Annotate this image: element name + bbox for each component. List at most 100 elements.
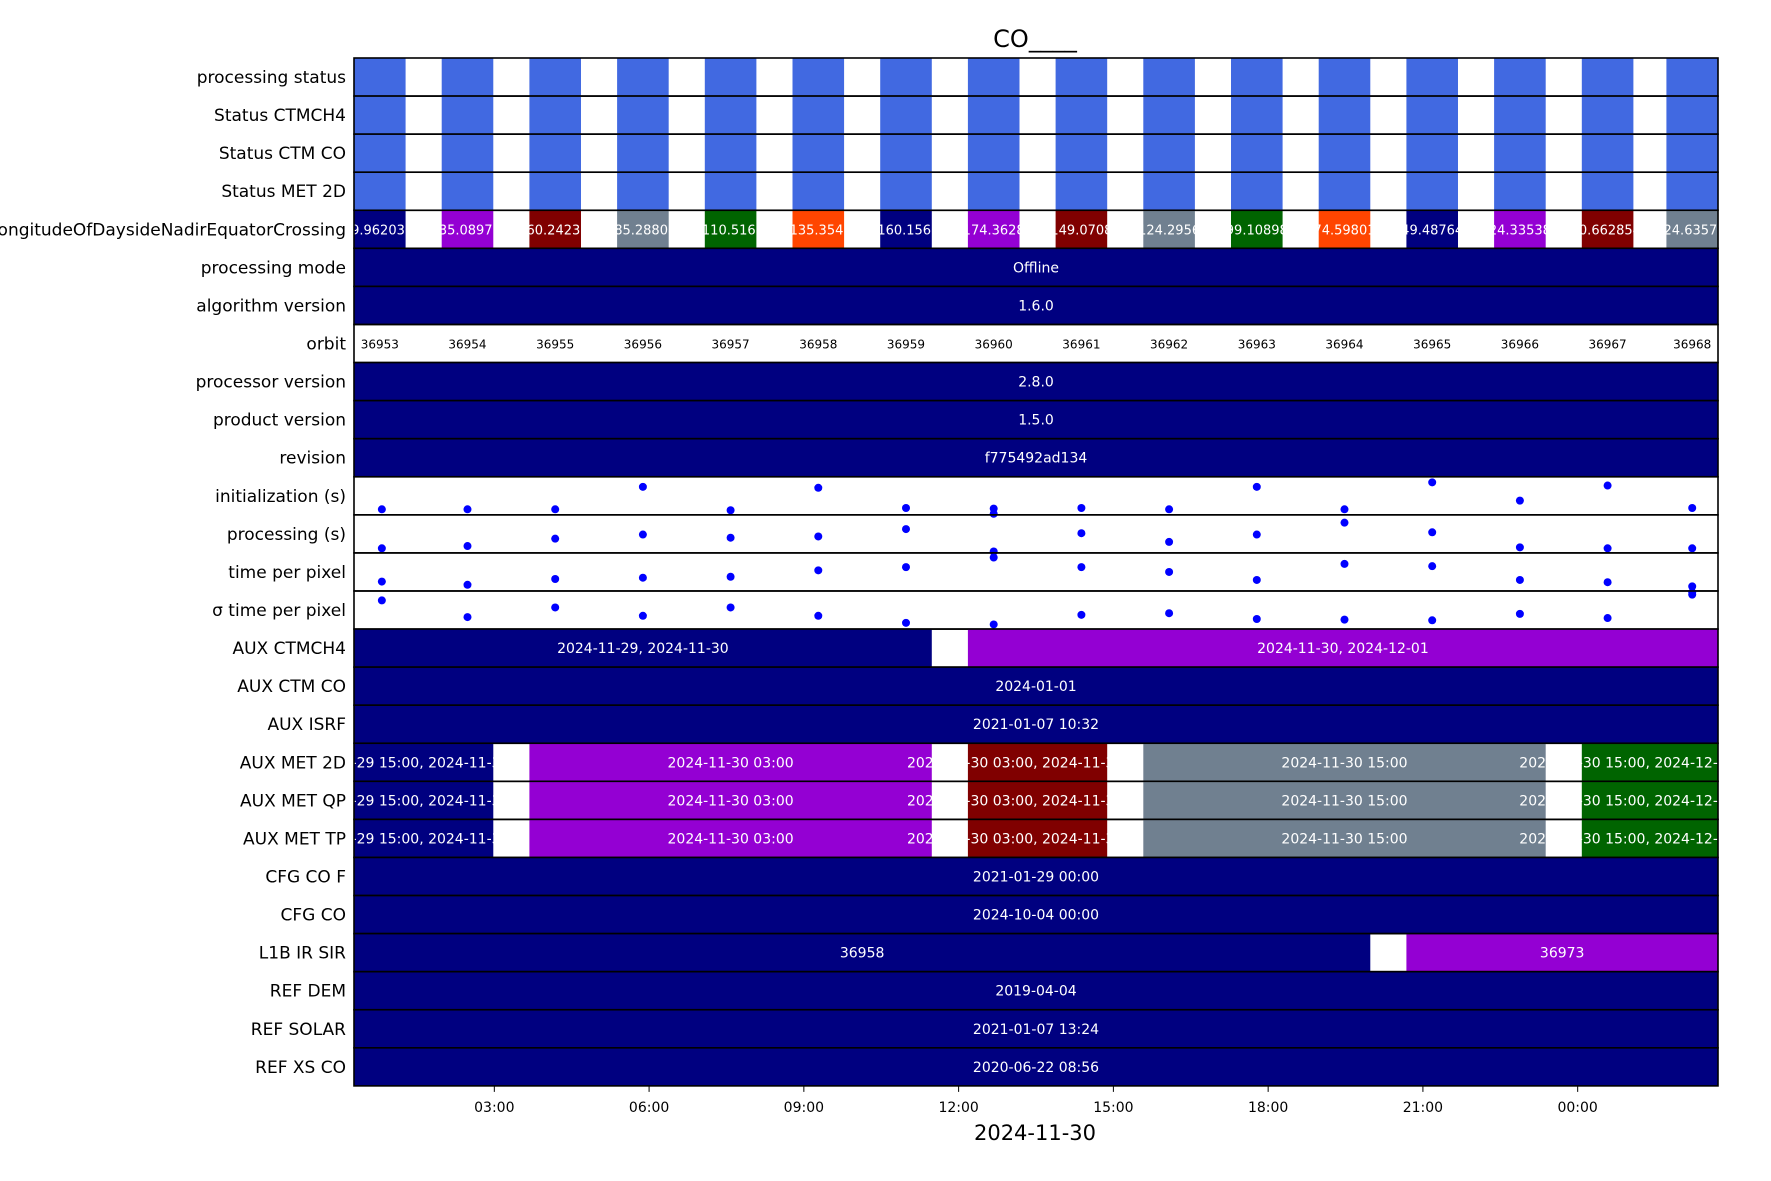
segment-bar	[354, 629, 932, 668]
value-bar	[354, 667, 1718, 706]
value-bar-label: 2021-01-07 10:32	[973, 717, 1099, 733]
value-bar	[354, 248, 1718, 287]
orbit-bar	[1055, 134, 1108, 173]
segment-bar	[529, 743, 932, 782]
chart-rows: processing status Status CTMCH4 Status CTM…	[0, 57, 1771, 1087]
orbit-bar	[617, 96, 669, 135]
orbit-bar	[1581, 58, 1634, 97]
row-label: AUX MET TP	[243, 829, 346, 849]
orbit-bar	[1666, 172, 1718, 211]
scatter-point	[726, 603, 735, 612]
orbit-bar	[967, 96, 1020, 135]
segment-label: 2024-11-30, 2024-12-01	[1257, 641, 1429, 657]
row-aux-met-2d: 2024-11-29 15:00, 2024-11-30 03:00 2024-1…	[240, 742, 1719, 783]
orbit-bar	[354, 134, 406, 173]
orbit-bar	[1055, 172, 1108, 211]
orbit-number: 36959	[887, 338, 925, 352]
value-bar	[354, 1009, 1718, 1048]
scatter-point	[814, 566, 823, 575]
row-aux-isrf: 2021-01-07 10:32 AUX ISRF	[267, 704, 1719, 745]
row-label: AUX CTM CO	[237, 677, 346, 697]
row-label: AUX ISRF	[267, 715, 346, 735]
orbit-bar	[529, 172, 581, 211]
segment-bar	[967, 629, 1718, 668]
segment-bar	[354, 781, 494, 820]
orbit-bar	[792, 210, 845, 249]
segment-bar	[354, 743, 494, 782]
row-label: Status MET 2D	[221, 182, 346, 202]
orbit-bar	[529, 96, 581, 135]
scatter-point	[1515, 543, 1524, 552]
scatter-point	[1165, 609, 1174, 618]
row-status-ctm-co: Status CTM CO	[219, 133, 1719, 174]
row-plot-aux-met-qp: 2024-11-29 15:00, 2024-11-30 03:00 2024-1…	[354, 781, 1771, 820]
orbit-bar	[1231, 172, 1283, 211]
orbit-bar	[704, 210, 757, 249]
row-aux-ctm-co: 2024-01-01 AUX CTM CO	[237, 666, 1719, 706]
x-tick-label: 21:00	[1403, 1100, 1443, 1116]
value-bar-label: f775492ad134	[985, 451, 1088, 467]
orbit-number: 36954	[448, 338, 486, 352]
orbit-bar	[441, 134, 494, 173]
row-label: initialization (s)	[215, 487, 346, 507]
row-cfg-co-f: 2021-01-29 00:00 CFG CO F	[265, 856, 1719, 897]
value-bar-label: 2.8.0	[1018, 375, 1054, 391]
scatter-point	[1603, 481, 1612, 490]
orbit-bar-label: 99.10898	[1226, 223, 1288, 238]
segment-bar	[967, 743, 1108, 782]
scatter-point	[1165, 537, 1174, 546]
x-tick-label: 03:00	[474, 1100, 514, 1116]
orbit-bar	[354, 96, 406, 135]
scatter-point	[726, 572, 735, 581]
scatter-point	[726, 506, 735, 515]
scatter-point	[463, 613, 472, 622]
orbit-bar	[529, 58, 581, 97]
row-label: CFG CO	[281, 906, 346, 926]
segment-label: 2024-11-30 15:00, 2024-12-01 03:00	[1519, 793, 1771, 809]
row-algorithm-version: 1.6.0 algorithm version	[196, 285, 1719, 326]
row-label: CFG CO F	[265, 868, 346, 888]
x-tick-label: 12:00	[938, 1100, 978, 1116]
row-l1b-ir-sir: 36958 36973 L1B IR SIR	[259, 932, 1719, 973]
orbit-bar-label: -24.63576	[1659, 223, 1726, 238]
orbit-bar-label: 49.48764	[1401, 223, 1463, 238]
orbit-bar	[617, 210, 669, 249]
x-tick-label: 06:00	[629, 1100, 669, 1116]
orbit-bar	[529, 134, 581, 173]
row-label: Status CTM CO	[219, 144, 346, 164]
orbit-bar-label: -135.3547	[785, 223, 852, 238]
segment-label: 2024-11-29 15:00, 2024-11-30 03:00	[293, 831, 554, 847]
row-aux-met-qp: 2024-11-29 15:00, 2024-11-30 03:00 2024-1…	[240, 780, 1771, 821]
orbit-bar	[880, 210, 932, 249]
x-tick-label: 09:00	[784, 1100, 824, 1116]
scatter-point	[377, 505, 386, 514]
orbit-bar	[354, 172, 406, 211]
row-status-ctmch4: Status CTMCH4	[214, 95, 1719, 135]
value-bar-label: 1.5.0	[1018, 413, 1054, 429]
orbit-bar	[441, 58, 494, 97]
scatter-point	[377, 577, 386, 586]
row-label: orbit	[306, 335, 346, 355]
row-plot-processing-mode: Offline	[354, 248, 1718, 287]
orbit-number: 36965	[1413, 338, 1451, 352]
row-frame	[353, 1047, 1719, 1087]
row-plot-product-version: 1.5.0	[354, 400, 1718, 439]
orbit-bar	[1406, 96, 1458, 135]
value-bar-label: 1.6.0	[1018, 298, 1054, 314]
orbit-bar	[1318, 96, 1371, 135]
orbit-bar-label: 124.2956	[1138, 223, 1200, 238]
scatter-point	[1688, 582, 1697, 591]
orbit-bar	[441, 210, 494, 249]
scatter-point	[638, 482, 647, 491]
orbit-bar-label: 74.59801	[1313, 223, 1375, 238]
scatter-point	[1428, 562, 1437, 571]
orbit-bar	[792, 58, 845, 97]
segment-label: 2024-11-30 03:00	[668, 755, 794, 771]
row-revision: f775492ad134 revision	[279, 437, 1719, 478]
value-bar-label: 2020-06-22 08:56	[973, 1060, 1099, 1076]
segment-label: 2024-11-30 03:00	[668, 831, 794, 847]
scatter-point	[989, 620, 998, 629]
orbit-bar	[1055, 58, 1108, 97]
row-plot-aux-ctmch4: 2024-11-29, 2024-11-30 2024-11-30, 2024-1…	[354, 629, 1718, 668]
value-bar-label: 2021-01-07 13:24	[973, 1022, 1099, 1038]
